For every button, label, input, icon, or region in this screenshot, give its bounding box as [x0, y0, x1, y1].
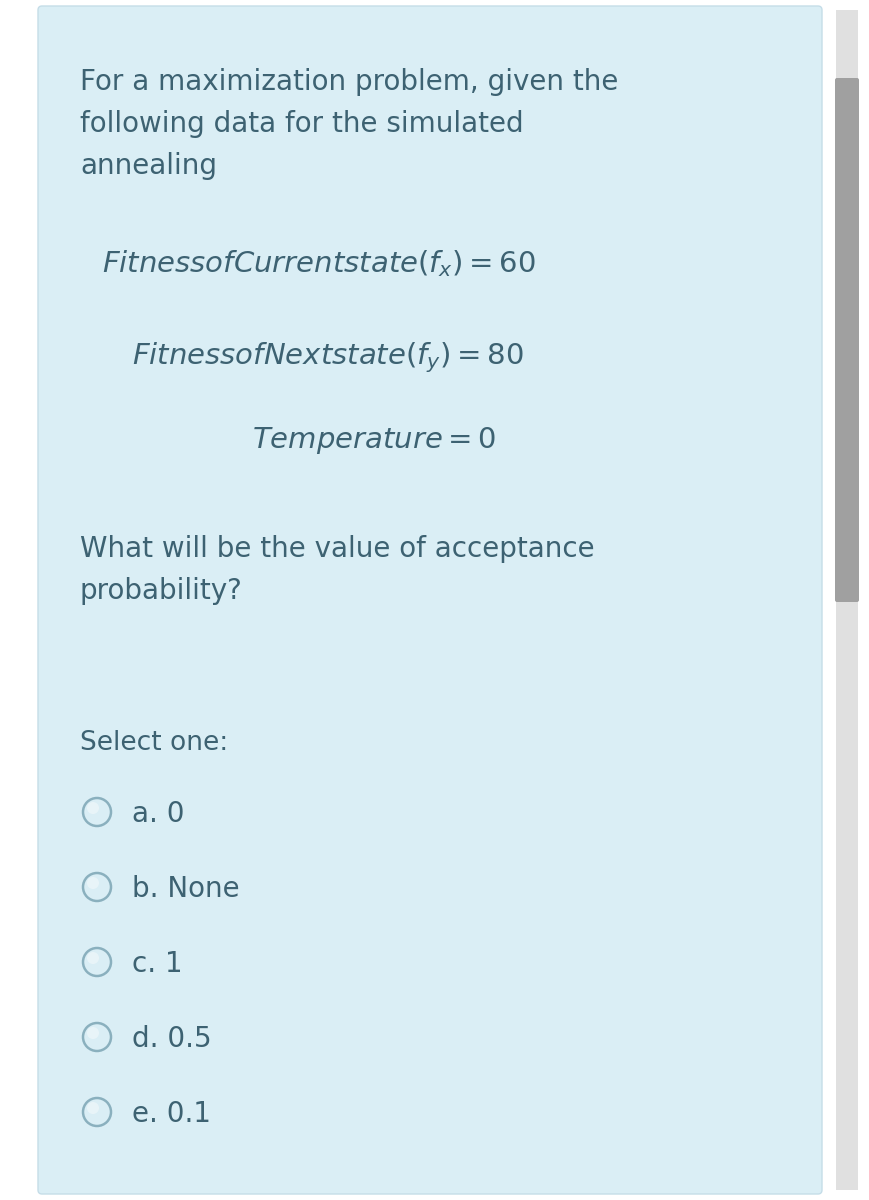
- FancyBboxPatch shape: [836, 10, 858, 1190]
- Text: $\mathit{FitnessofCurrentstate}(f_x) = 60$: $\mathit{FitnessofCurrentstate}(f_x) = 6…: [102, 248, 536, 278]
- Circle shape: [83, 874, 111, 901]
- Text: For a maximization problem, given the: For a maximization problem, given the: [80, 68, 619, 96]
- Text: $\mathit{Temperature} = 0$: $\mathit{Temperature} = 0$: [252, 425, 496, 456]
- FancyBboxPatch shape: [835, 78, 859, 602]
- Text: Select one:: Select one:: [80, 730, 229, 756]
- Text: e. 0.1: e. 0.1: [132, 1100, 211, 1128]
- FancyBboxPatch shape: [38, 6, 822, 1194]
- Text: $\mathit{FitnessofNextstate}(f_y) = 80$: $\mathit{FitnessofNextstate}(f_y) = 80$: [132, 340, 524, 374]
- Circle shape: [87, 802, 99, 814]
- Circle shape: [87, 1027, 99, 1039]
- Text: a. 0: a. 0: [132, 800, 184, 828]
- Circle shape: [87, 877, 99, 889]
- Circle shape: [87, 952, 99, 964]
- Text: c. 1: c. 1: [132, 950, 182, 978]
- Text: following data for the simulated: following data for the simulated: [80, 110, 524, 138]
- Text: d. 0.5: d. 0.5: [132, 1025, 212, 1054]
- Circle shape: [87, 1102, 99, 1114]
- Circle shape: [83, 1022, 111, 1051]
- Text: probability?: probability?: [80, 577, 242, 605]
- Circle shape: [83, 948, 111, 976]
- Text: b. None: b. None: [132, 875, 240, 902]
- Text: What will be the value of acceptance: What will be the value of acceptance: [80, 535, 594, 563]
- Text: annealing: annealing: [80, 152, 217, 180]
- Circle shape: [83, 1098, 111, 1126]
- Circle shape: [83, 798, 111, 826]
